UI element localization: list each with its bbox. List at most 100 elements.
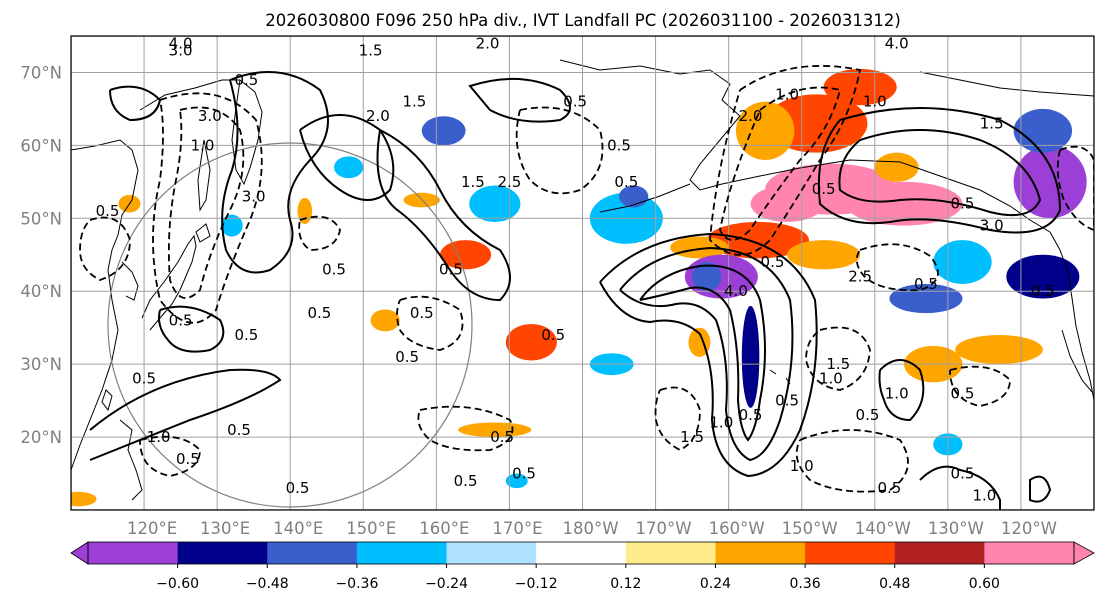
- coastline-japan: [141, 234, 197, 331]
- contour-label: 2.5: [497, 173, 521, 191]
- shaded-region: [823, 68, 897, 106]
- contour-label: 2.0: [366, 107, 390, 125]
- contour-label: 1.5: [680, 428, 704, 446]
- contour-line: [654, 386, 701, 452]
- contour-label: 2.0: [739, 107, 763, 125]
- colorbar-cell: [177, 542, 268, 564]
- contour-label: 1.0: [775, 85, 799, 103]
- lon-tick-label: 130°W: [928, 519, 984, 538]
- shaded-region: [874, 152, 919, 182]
- contour-label: 0.5: [490, 428, 514, 446]
- contour-line: [89, 368, 282, 461]
- contour-label: 0.5: [914, 275, 938, 293]
- colorbar-tick-label: −0.12: [515, 576, 558, 592]
- colorbar-tick-label: 0.36: [790, 576, 821, 592]
- colorbar-tick-label: −0.60: [156, 576, 199, 592]
- latitude-tick-labels: 20°N 30°N 40°N 50°N 60°N 70°N: [20, 63, 62, 447]
- contour-label: 0.5: [286, 479, 310, 497]
- contour-label: 0.5: [227, 421, 251, 439]
- contour-label: 0.5: [951, 384, 975, 402]
- shaded-region: [787, 240, 861, 270]
- contour-label: 0.5: [775, 392, 799, 410]
- map-area: 4.03.0 1.5 2.00.52.01.5 0.5 1.02.04.01.01.50…: [71, 34, 1094, 510]
- shaded-region: [334, 156, 364, 179]
- contour-label: 0.5: [877, 479, 901, 497]
- colorbar-cell: [894, 542, 985, 564]
- contour-line: [919, 465, 1001, 510]
- chart-title: 2026030800 F096 250 hPa div., IVT Landfa…: [265, 11, 901, 30]
- colorbar-extend-under: [70, 541, 89, 565]
- lon-tick-label: 150°E: [346, 519, 396, 538]
- colorbar-tick-label: 0.24: [700, 576, 731, 592]
- gridlines: [71, 36, 1094, 510]
- contour-label: 1.5: [403, 93, 427, 111]
- colorbar-cells: [70, 541, 1095, 565]
- contour-label: 1.0: [709, 413, 733, 431]
- colorbar-tick-label: −0.36: [335, 576, 378, 592]
- contour-line: [795, 429, 909, 493]
- contour-label: 0.5: [614, 173, 638, 191]
- colorbar-tick-label: 0.60: [969, 576, 1000, 592]
- shaded-region: [297, 197, 313, 225]
- contour-line: [1029, 475, 1052, 503]
- lat-tick-label: 40°N: [20, 282, 62, 301]
- colorbar-cell: [625, 542, 716, 564]
- lon-tick-label: 160°E: [419, 519, 469, 538]
- lon-tick-label: 170°W: [636, 519, 692, 538]
- colorbar-tick-label: 0.48: [879, 576, 910, 592]
- shaded-region: [741, 305, 760, 408]
- lon-tick-label: 120°W: [1001, 519, 1057, 538]
- lon-tick-label: 130°E: [200, 519, 250, 538]
- lat-tick-label: 30°N: [20, 355, 62, 374]
- lat-tick-label: 70°N: [20, 63, 62, 82]
- contour-label: 0.5: [234, 71, 258, 89]
- contour-label: 0.5: [439, 260, 463, 278]
- contour-label: 0.5: [512, 465, 536, 483]
- contour-label: 1.0: [972, 486, 996, 504]
- coastline-arctic: [919, 71, 1094, 97]
- colorbar-ticks: −0.60 −0.48 −0.36 −0.24 −0.12 0.12 0.24 0.36 0.4…: [156, 564, 1000, 592]
- contour-labels: 4.03.0 1.5 2.00.52.01.5 0.5 1.02.04.01.01.50…: [96, 34, 1055, 504]
- contour-label: 3.0: [980, 217, 1004, 235]
- contour-label: 0.5: [176, 450, 200, 468]
- lon-tick-label: 120°E: [127, 519, 177, 538]
- coastline-kamchatka: [231, 79, 263, 186]
- lat-tick-label: 50°N: [20, 209, 62, 228]
- contour-label: 0.5: [812, 180, 836, 198]
- colorbar-tick-label: 0.12: [610, 576, 641, 592]
- colorbar-cell: [536, 542, 627, 564]
- contour-line: [599, 232, 818, 478]
- shaded-region: [505, 473, 528, 489]
- shaded-region: [706, 221, 810, 259]
- contour-label: 0.5: [308, 304, 332, 322]
- contour-line: [417, 405, 514, 452]
- contour-line: [805, 326, 871, 391]
- contour-label: 1.0: [863, 93, 887, 111]
- contour-line: [139, 435, 201, 477]
- contour-label: 0.5: [1031, 282, 1055, 300]
- colorbar-cell: [984, 542, 1075, 564]
- shaded-region: [1013, 108, 1073, 153]
- shaded-region: [670, 236, 729, 259]
- coastline-north-america: [1049, 231, 1094, 401]
- colorbar-cell: [88, 542, 179, 564]
- lon-tick-label: 150°W: [782, 519, 838, 538]
- contour-label: 0.5: [739, 406, 763, 424]
- contour-label: 0.5: [410, 304, 434, 322]
- coastline-aleutians: [599, 183, 691, 213]
- contour-line: [719, 86, 842, 241]
- contour-line: [838, 129, 1042, 216]
- contour-line: [855, 243, 939, 292]
- map-border: [70, 35, 1095, 511]
- contour-line: [949, 365, 1011, 407]
- colorbar-tick-label: −0.48: [246, 576, 289, 592]
- contour-label: 3.0: [169, 42, 193, 60]
- lon-tick-label: 140°E: [273, 519, 323, 538]
- contour-label: 2.0: [476, 34, 500, 52]
- contour-line: [79, 216, 131, 281]
- contour-lines-negative: [79, 65, 1094, 493]
- contour-line: [221, 71, 329, 274]
- shaded-region: [421, 116, 466, 146]
- contour-label: 0.5: [856, 406, 880, 424]
